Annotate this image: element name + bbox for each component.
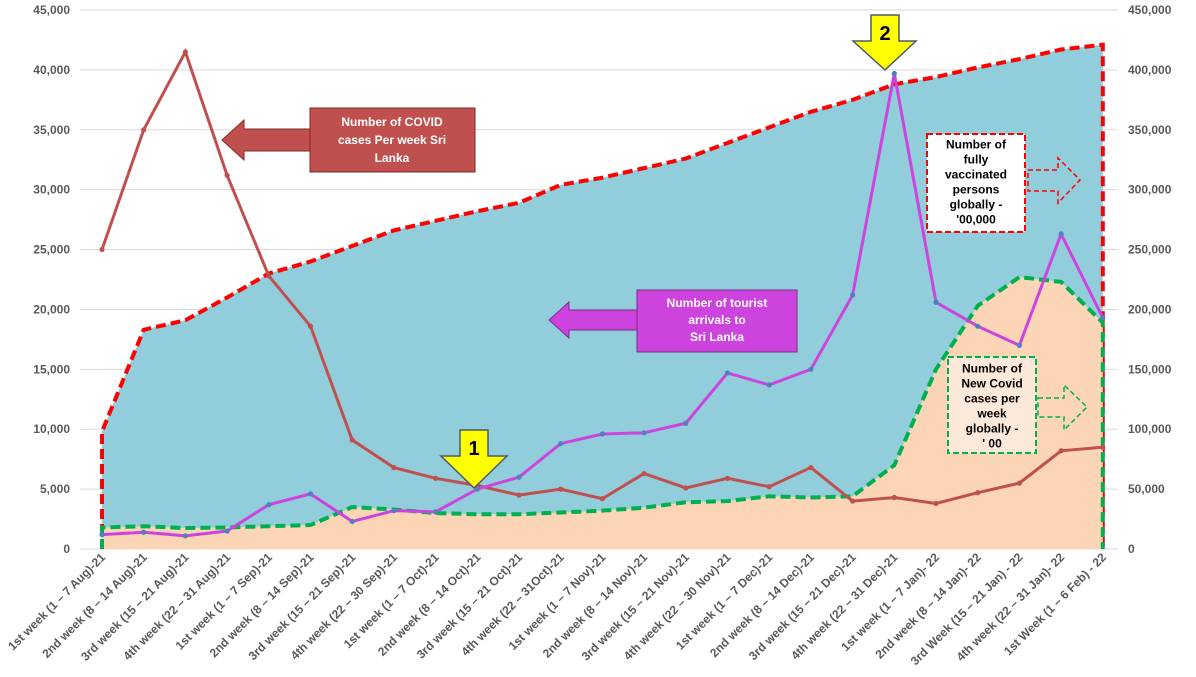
- new-cases-label: Number of New Covid cases per week globally …: [961, 362, 1023, 451]
- data-point: [724, 370, 731, 376]
- areas: [100, 42, 1105, 549]
- lines: [99, 48, 1106, 539]
- new-cases-arrow: [1037, 383, 1089, 432]
- area-edge-0: [100, 42, 1105, 549]
- data-point: [850, 292, 856, 298]
- right-tick-label: 150,000: [1128, 362, 1172, 376]
- data-point: [641, 470, 647, 477]
- data-point: [683, 485, 689, 491]
- data-point: [558, 440, 564, 447]
- right-tick-label: 400,000: [1128, 63, 1172, 77]
- left-tick-label: 35,000: [33, 123, 70, 137]
- data-point: [182, 533, 188, 539]
- data-point: [141, 127, 147, 133]
- right-axis: 0 50,000 100,000 150,000 200,000 250,000 300,0…: [1128, 3, 1172, 556]
- covid-sl-arrow: [221, 118, 311, 162]
- vaccinated-arrow: [1027, 156, 1082, 205]
- data-point: [433, 509, 439, 515]
- covid-sl-box: [309, 107, 476, 173]
- data-point: [224, 528, 230, 534]
- right-tick-label: 50,000: [1128, 482, 1165, 496]
- data-point: [766, 382, 772, 388]
- right-tick-label: 0: [1128, 542, 1135, 556]
- data-point: [724, 475, 731, 481]
- data-point: [1016, 342, 1023, 348]
- vaccinated-box: [926, 133, 1026, 233]
- data-point: [391, 508, 397, 514]
- data-point: [599, 496, 606, 502]
- left-tick-label: 20,000: [33, 302, 70, 316]
- right-tick-label: 250,000: [1128, 243, 1172, 257]
- area-fill-0: [102, 44, 1103, 549]
- data-point: [975, 490, 981, 496]
- data-point: [808, 464, 814, 471]
- new-cases-box: [947, 356, 1037, 454]
- tourist-box: [636, 289, 798, 353]
- data-point: [266, 273, 272, 279]
- area-edge-1: [100, 275, 1105, 549]
- data-point: [141, 529, 147, 535]
- left-tick-label: 40,000: [33, 63, 70, 77]
- data-point: [808, 366, 814, 372]
- data-point: [683, 420, 689, 426]
- marker-1-label: 1: [468, 438, 479, 460]
- data-point: [891, 70, 897, 77]
- left-tick-label: 5,000: [40, 482, 70, 496]
- data-point: [558, 486, 564, 492]
- right-tick-label: 200,000: [1128, 302, 1172, 316]
- data-point: [933, 500, 939, 507]
- data-point: [99, 532, 105, 538]
- data-point: [599, 431, 606, 437]
- data-point: [99, 246, 105, 253]
- right-tick-label: 300,000: [1128, 183, 1172, 197]
- data-point: [516, 474, 522, 480]
- data-point: [1058, 448, 1064, 454]
- vaccinated-label: Number of fully vaccinated persons globally …: [945, 138, 1007, 227]
- data-point: [850, 498, 856, 504]
- left-tick-label: 25,000: [33, 243, 70, 257]
- data-point: [307, 323, 314, 329]
- marker-2-arrow: [851, 14, 918, 72]
- right-tick-label: 100,000: [1128, 422, 1172, 436]
- right-tick-label: 350,000: [1128, 123, 1172, 137]
- left-tick-label: 30,000: [33, 183, 70, 197]
- data-point: [1058, 231, 1064, 237]
- annotations: Number of COVID cases Per week Sri Lanka Nu…: [221, 14, 1089, 490]
- data-point: [182, 49, 188, 55]
- data-point: [266, 502, 272, 508]
- left-tick-label: 10,000: [33, 422, 70, 436]
- data-point: [641, 430, 647, 436]
- data-point: [933, 299, 939, 305]
- data-point: [307, 491, 314, 497]
- left-tick-label: 0: [63, 542, 70, 556]
- data-point: [433, 475, 439, 481]
- data-point: [349, 437, 355, 443]
- data-point: [766, 484, 772, 490]
- data-point: [391, 464, 397, 471]
- left-axis: 0 5,000 10,000 15,000 20,000 25,000 30,000 35,0…: [33, 3, 70, 556]
- data-point: [474, 486, 480, 492]
- data-point: [1100, 444, 1106, 450]
- covid-sl-label: Number of COVID cases Per week Sri Lanka: [338, 115, 446, 165]
- tourist-label: Number of tourist arrivals to Sri Lanka: [667, 296, 768, 344]
- left-tick-label: 15,000: [33, 362, 70, 376]
- data-point: [516, 492, 522, 498]
- data-point: [1100, 315, 1106, 321]
- marker-2-label: 2: [879, 23, 890, 45]
- left-tick-label: 45,000: [33, 3, 70, 17]
- marker-1-arrow: [439, 429, 509, 490]
- data-point: [891, 494, 897, 501]
- data-point: [1016, 480, 1023, 486]
- data-point: [224, 172, 230, 178]
- right-tick-label: 450,000: [1128, 3, 1172, 17]
- data-point: [349, 518, 355, 525]
- data-point: [975, 323, 981, 329]
- area-fill-1: [102, 277, 1103, 549]
